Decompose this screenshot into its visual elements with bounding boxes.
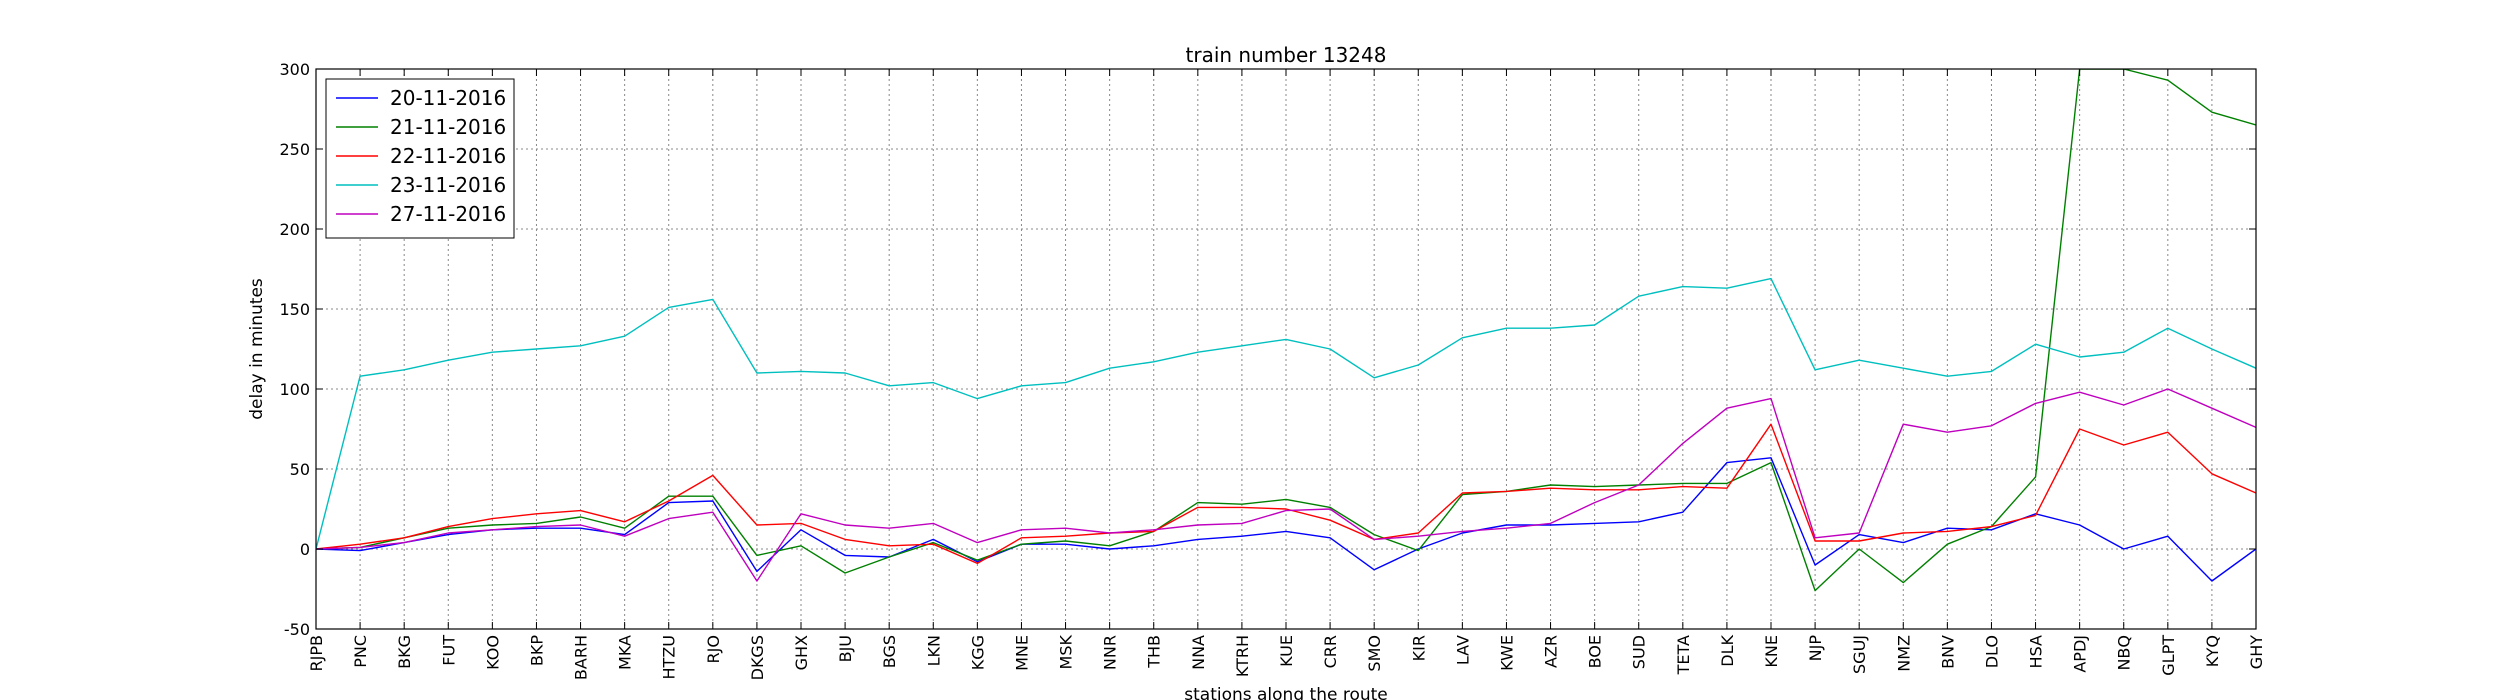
x-tick-label: LKN [924,635,943,666]
y-tick-label: 300 [279,60,310,79]
x-tick-label: HTZU [660,635,679,679]
legend-label: 21-11-2016 [390,115,506,139]
y-tick-label: 100 [279,380,310,399]
x-tick-label: AZR [1542,635,1561,668]
y-axis-ticks: -50 0 50 100 150 200 250 300 [279,60,2256,639]
legend-label: 27-11-2016 [390,202,506,226]
x-tick-label: NMZ [1894,635,1913,672]
x-tick-label: BKP [527,635,546,666]
x-tick-label: SUD [1630,635,1649,669]
chart-title: train number 13248 [1186,43,1387,67]
x-tick-label: NJP [1806,635,1825,662]
x-tick-label: SGUJ [1850,635,1869,674]
x-axis-ticks: RJPB PNC BKG FUT KOO BKP BARH MKA HTZU RJO DKGS GHX… [307,69,2266,680]
x-tick-label: MSK [1057,634,1076,669]
x-axis-title: stations along the route [1184,685,1388,700]
x-tick-label: GHY [2247,635,2266,669]
series-lines [316,69,2256,592]
legend-label: 22-11-2016 [390,144,506,168]
series-line-20-11-2016 [316,457,2256,582]
x-tick-label: BKG [395,635,414,669]
x-tick-label: MKA [616,635,635,670]
x-tick-label: KNE [1762,635,1781,668]
x-tick-label: KOO [483,635,502,670]
x-tick-label: KWE [1497,635,1516,671]
x-tick-label: KIR [1409,635,1428,661]
x-tick-label: SMO [1365,635,1384,672]
y-tick-label: 50 [290,460,310,479]
x-tick-label: BOE [1586,635,1605,668]
x-tick-label: GLPT [2159,635,2178,676]
legend: 20-11-2016 21-11-2016 22-11-2016 23-11-2016… [325,78,515,239]
x-tick-label: KTRH [1233,635,1252,677]
x-tick-label: APDJ [2071,635,2090,673]
x-tick-label: PNC [351,635,370,668]
x-tick-label: HSA [2027,635,2046,668]
x-tick-label: CRR [1321,635,1340,668]
x-tick-label: GHX [792,635,811,670]
x-tick-label: NNA [1189,635,1208,670]
x-tick-label: DLO [1982,635,2001,668]
x-tick-label: KUE [1277,635,1296,667]
series-line-23-11-2016 [316,277,2256,550]
y-tick-label: 250 [279,140,310,159]
y-axis-title: delay in minutes [247,278,267,420]
x-tick-label: KGG [968,635,987,670]
x-tick-label: DKGS [748,635,767,680]
x-tick-label: RJPB [307,635,326,671]
grid-lines [315,68,2257,630]
x-tick-label: BJU [836,635,855,662]
x-tick-label: DLK [1718,635,1737,667]
series-line-21-11-2016 [316,69,2256,592]
series-line-27-11-2016 [316,388,2256,582]
x-tick-label: TETA [1674,635,1693,675]
x-tick-label: THB [1145,635,1164,669]
legend-label: 23-11-2016 [390,173,506,197]
x-tick-label: BNV [1938,635,1957,669]
x-tick-label: FUT [439,635,458,666]
x-tick-label: NNR [1101,635,1120,670]
legend-box [325,78,515,239]
y-tick-label: 150 [279,300,310,319]
y-tick-label: 0 [300,540,310,559]
legend-label: 20-11-2016 [390,86,506,110]
x-tick-label: MNE [1012,635,1031,671]
series-line-22-11-2016 [316,423,2256,565]
x-tick-label: BARH [572,635,591,680]
y-tick-label: -50 [284,620,310,639]
y-tick-label: 200 [279,220,310,239]
x-tick-label: BGS [880,635,899,668]
x-tick-label: NBQ [2115,635,2134,671]
x-tick-label: LAV [1453,635,1472,665]
x-tick-label: KYQ [2203,635,2222,667]
x-tick-label: RJO [704,635,723,663]
